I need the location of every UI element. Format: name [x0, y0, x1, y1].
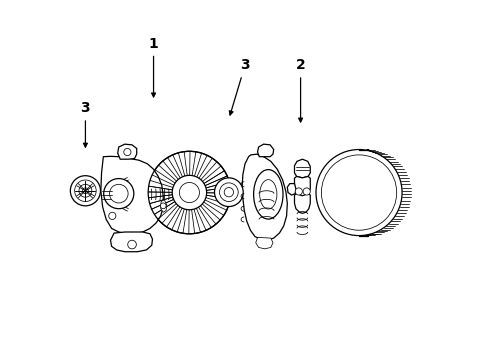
- Circle shape: [124, 148, 131, 156]
- Ellipse shape: [254, 170, 283, 219]
- Circle shape: [109, 212, 116, 220]
- Circle shape: [215, 178, 243, 207]
- Circle shape: [109, 184, 128, 203]
- Polygon shape: [118, 144, 137, 159]
- Circle shape: [295, 188, 302, 195]
- Polygon shape: [294, 159, 310, 178]
- Polygon shape: [287, 184, 296, 195]
- Circle shape: [128, 240, 136, 249]
- Circle shape: [104, 179, 134, 209]
- Text: 3: 3: [229, 58, 250, 115]
- Circle shape: [172, 175, 207, 210]
- Polygon shape: [258, 144, 274, 157]
- Text: 1: 1: [148, 37, 158, 97]
- Polygon shape: [111, 232, 152, 252]
- Text: 2: 2: [295, 58, 305, 122]
- Text: 3: 3: [81, 101, 90, 147]
- Circle shape: [316, 149, 402, 235]
- Ellipse shape: [260, 180, 277, 209]
- Circle shape: [179, 183, 199, 203]
- Polygon shape: [242, 154, 287, 240]
- Polygon shape: [161, 200, 167, 212]
- Circle shape: [224, 188, 234, 197]
- Polygon shape: [294, 176, 310, 196]
- Polygon shape: [256, 237, 273, 249]
- Polygon shape: [101, 156, 163, 234]
- Circle shape: [303, 188, 310, 195]
- Circle shape: [148, 151, 231, 234]
- Circle shape: [220, 183, 238, 202]
- Ellipse shape: [361, 149, 375, 235]
- Polygon shape: [294, 194, 310, 213]
- Circle shape: [160, 203, 166, 209]
- Circle shape: [71, 176, 100, 206]
